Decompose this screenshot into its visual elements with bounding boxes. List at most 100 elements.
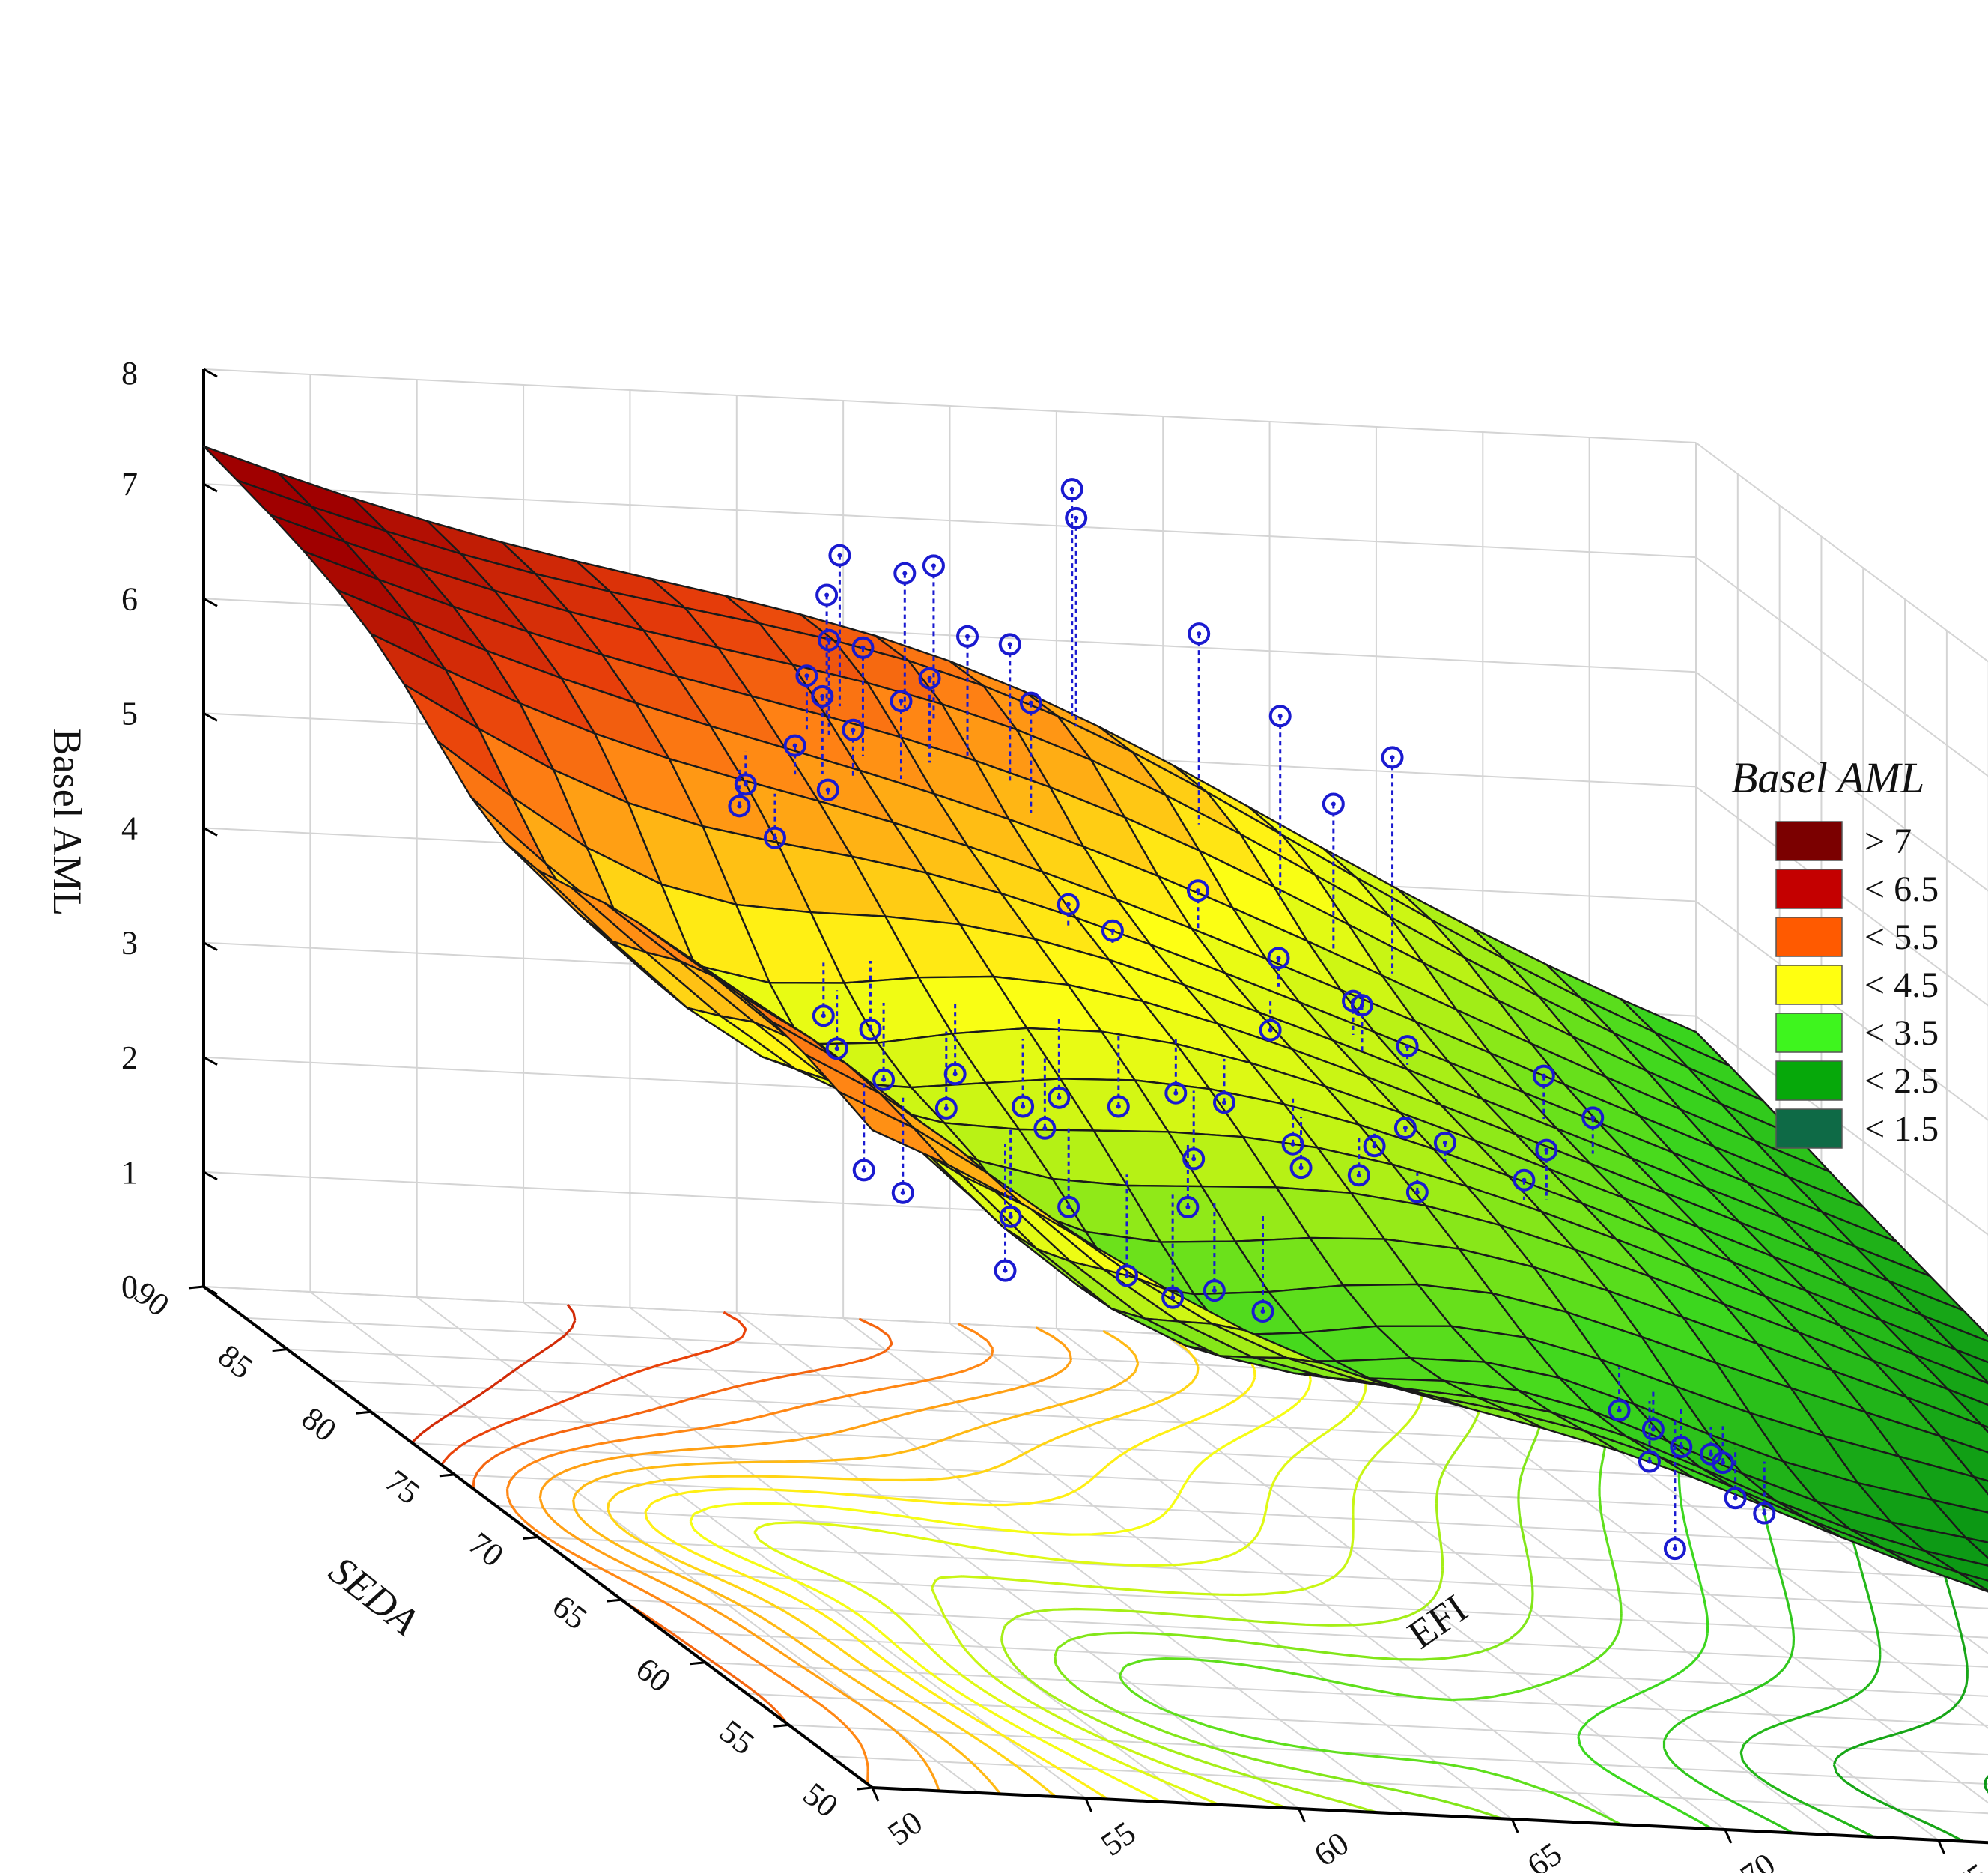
legend-swatch — [1775, 1108, 1843, 1149]
point-marker — [1347, 1164, 1370, 1187]
point-marker — [1176, 1196, 1200, 1219]
point-center — [1298, 1165, 1304, 1171]
point-center — [820, 693, 825, 699]
contour-line — [1832, 1538, 1969, 1843]
data-point — [795, 664, 818, 733]
point-center — [1268, 1027, 1273, 1033]
point-center — [1290, 1141, 1295, 1147]
contour-line — [410, 1303, 577, 1444]
point-center — [1647, 1459, 1652, 1464]
x-axis-line — [872, 1786, 1988, 1845]
point-marker — [1532, 1064, 1555, 1087]
surface-cell — [1931, 1499, 1988, 1543]
x-tick-mark — [871, 1787, 880, 1802]
data-point — [825, 990, 848, 1060]
legend-swatch — [1775, 1060, 1843, 1101]
legend-title: Basel AML — [1731, 753, 1924, 802]
point-marker — [728, 795, 751, 818]
legend-entry: < 6.5 — [1775, 869, 1939, 909]
z-tick-mark — [203, 941, 218, 951]
y-axis-title: SEDA — [321, 1548, 428, 1645]
contour-line — [572, 1329, 1140, 1795]
point-center — [1260, 1309, 1265, 1314]
data-point — [1203, 1200, 1226, 1302]
data-point — [1057, 1127, 1080, 1218]
data-point — [1712, 1426, 1735, 1475]
data-point — [1060, 478, 1083, 720]
point-center — [1359, 1003, 1364, 1008]
contour-line — [930, 1344, 1424, 1809]
point-marker — [1363, 1135, 1386, 1158]
point-marker — [1712, 1451, 1735, 1475]
point-marker — [1724, 1487, 1747, 1510]
surface-cell — [1921, 1314, 1988, 1364]
data-point — [852, 1079, 875, 1182]
point-marker — [1057, 1195, 1080, 1218]
z-tick-label: 6 — [121, 580, 138, 617]
y-tick-mark — [773, 1723, 789, 1728]
x-tick-mark — [1298, 1808, 1306, 1823]
z-tick-mark — [203, 712, 218, 722]
data-point — [812, 962, 835, 1027]
point-center — [931, 563, 936, 568]
point-marker — [1259, 1019, 1282, 1042]
z-tick-label: 7 — [121, 466, 138, 503]
point-center — [860, 645, 866, 650]
point-marker — [1393, 1117, 1417, 1140]
contour-line — [644, 1335, 1256, 1800]
legend-swatch — [1775, 917, 1843, 957]
data-point — [1048, 1016, 1071, 1109]
point-marker — [956, 625, 979, 648]
point-marker — [816, 778, 839, 801]
point-marker — [828, 544, 851, 567]
y-tick-mark — [439, 1473, 455, 1478]
x-tick-mark — [1724, 1829, 1733, 1844]
point-center — [827, 637, 832, 643]
data-point — [893, 562, 917, 708]
data-point — [1188, 622, 1211, 825]
axes — [188, 368, 1988, 1854]
legend-swatch — [1775, 821, 1843, 861]
point-center — [881, 1077, 887, 1082]
contour-line — [440, 1311, 747, 1466]
point-marker — [1107, 1095, 1130, 1118]
y-tick-mark — [188, 1285, 204, 1290]
surface-cell — [1980, 1424, 1988, 1434]
data-point — [1115, 1174, 1138, 1287]
data-point — [1019, 691, 1042, 814]
point-center — [899, 699, 904, 704]
point-center — [868, 1027, 873, 1032]
data-point — [1663, 1418, 1686, 1561]
data-point — [1724, 1448, 1747, 1510]
y-tick-label: 75 — [378, 1463, 427, 1512]
point-center — [1191, 1156, 1197, 1162]
point-center — [1277, 714, 1283, 719]
data-point — [1033, 1058, 1057, 1140]
point-marker — [934, 1096, 958, 1120]
z-tick-mark — [203, 597, 218, 607]
surface-cell — [1913, 1353, 1988, 1406]
data-point — [998, 633, 1021, 783]
data-point — [1433, 1131, 1456, 1162]
y-tick-mark — [272, 1348, 288, 1353]
data-point — [1259, 1001, 1282, 1042]
data-point — [1101, 919, 1124, 943]
legend-entry: < 2.5 — [1775, 1060, 1939, 1101]
data-point — [1513, 1168, 1536, 1201]
data-point — [1641, 1388, 1665, 1441]
z-tick-mark — [203, 1056, 218, 1066]
point-marker — [1268, 705, 1292, 728]
data-point — [994, 1143, 1017, 1282]
data-point — [1363, 1133, 1386, 1158]
legend-label: < 1.5 — [1864, 1109, 1939, 1149]
point-center — [1110, 928, 1115, 933]
point-marker — [763, 826, 786, 849]
data-point — [1532, 1064, 1555, 1120]
legend-swatch — [1775, 1013, 1843, 1053]
point-marker — [1663, 1537, 1686, 1561]
z-tick-mark — [203, 368, 218, 378]
data-point — [828, 544, 851, 707]
point-center — [1195, 888, 1200, 893]
point-marker — [1281, 1132, 1304, 1156]
contour-line — [607, 1332, 1200, 1798]
